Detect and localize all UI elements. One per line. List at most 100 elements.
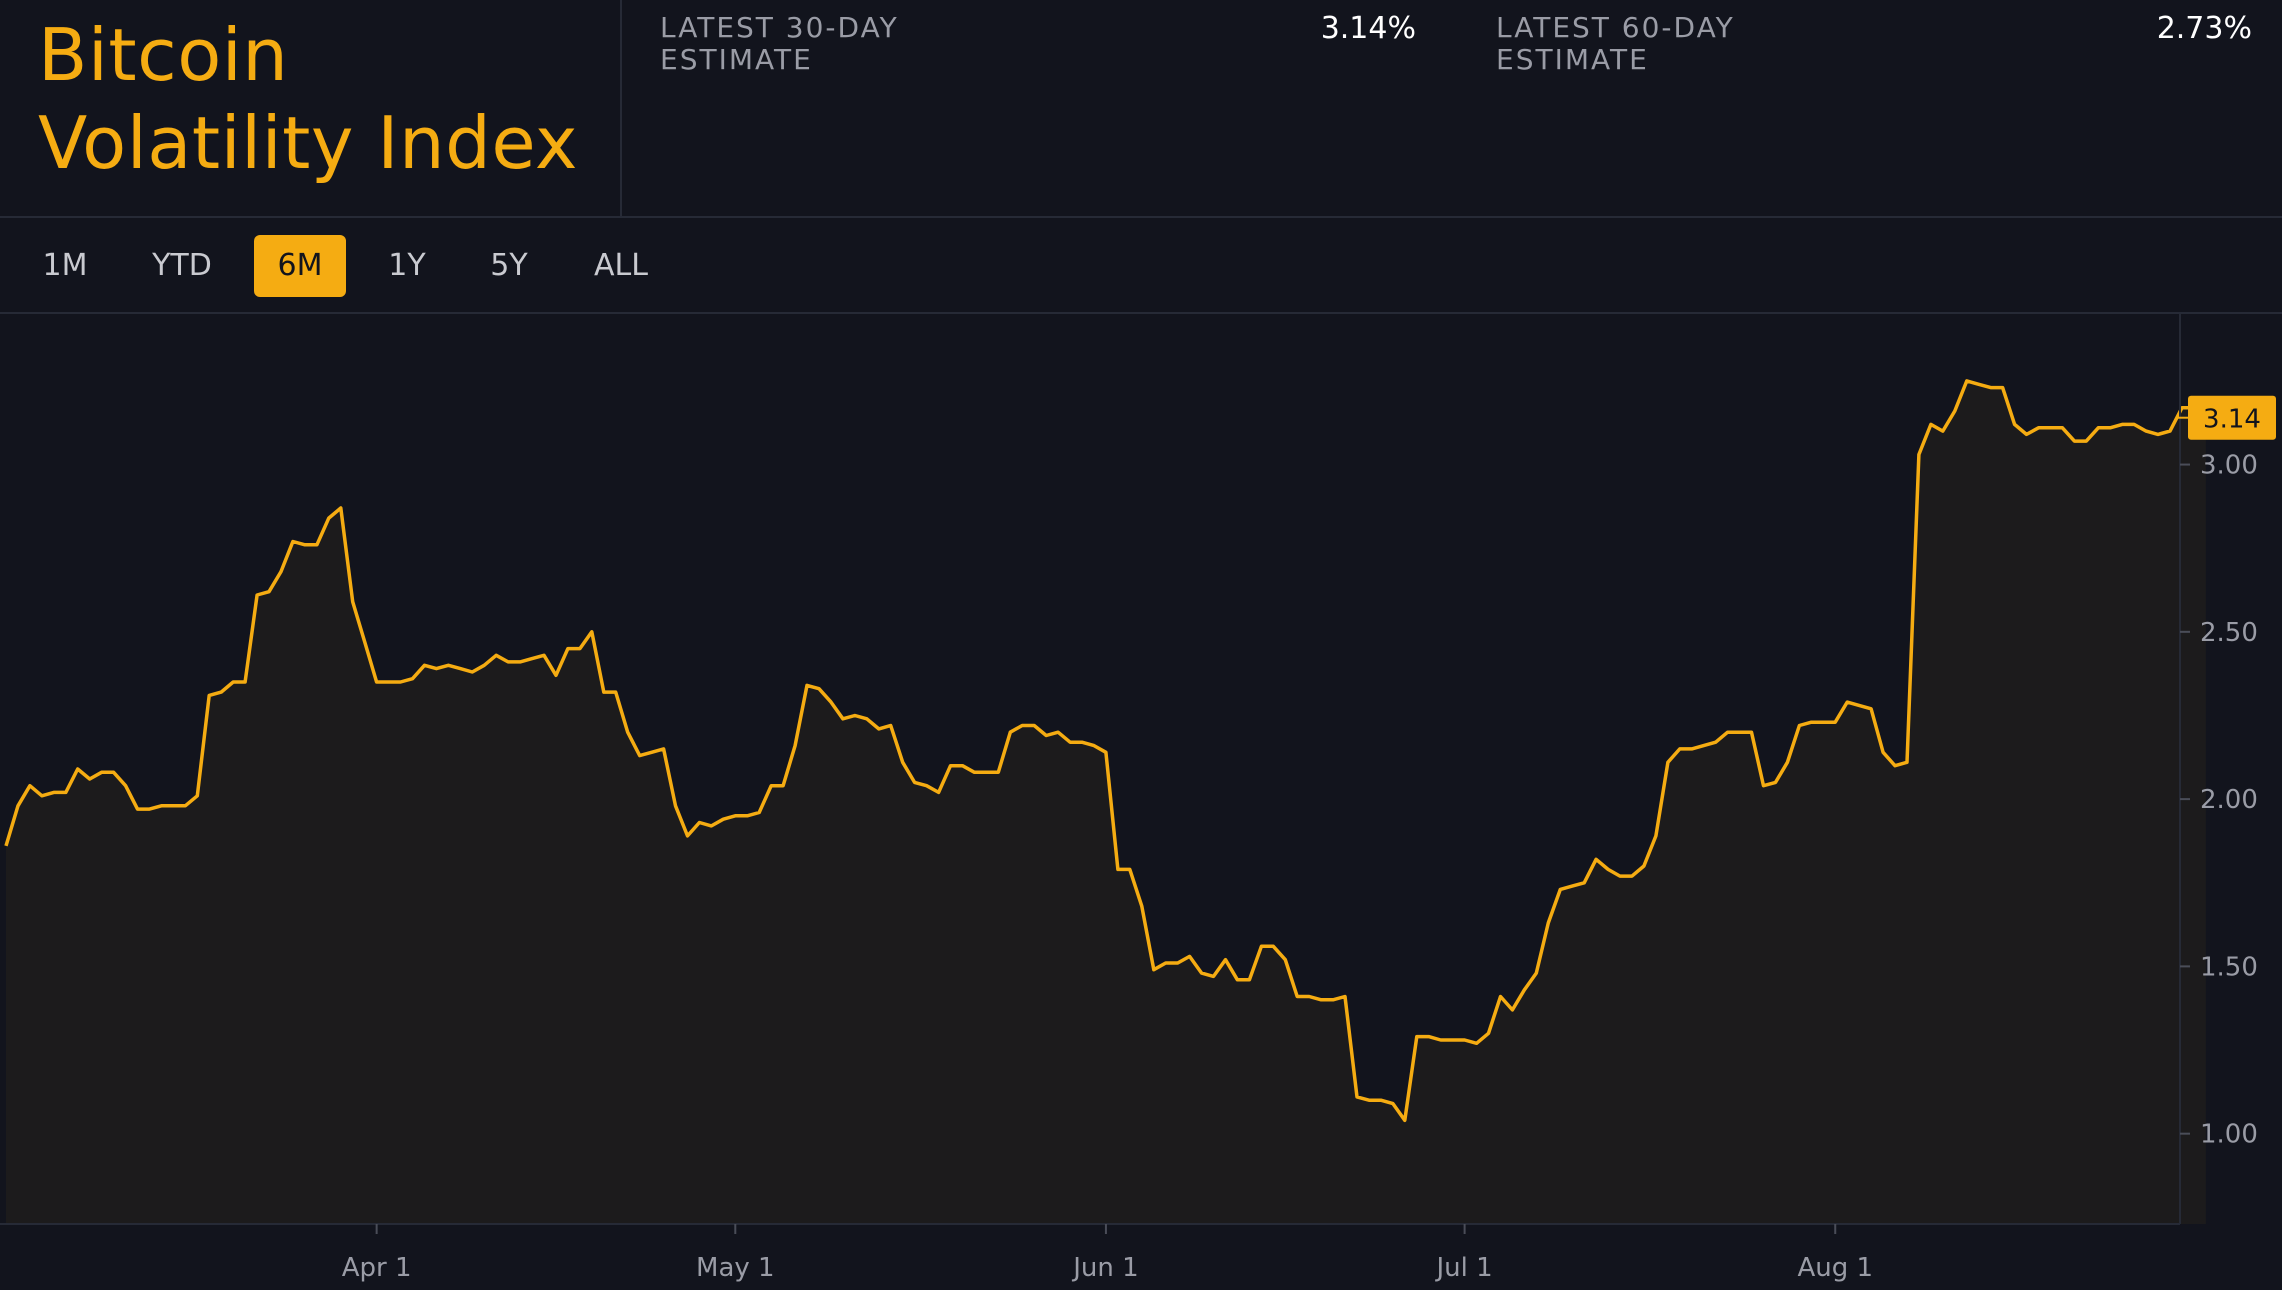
y-tick-label: 2.50 xyxy=(2200,618,2258,648)
data-point xyxy=(2131,421,2137,427)
x-tick-label: Jun 1 xyxy=(1071,1253,1138,1283)
range-button-ytd[interactable]: YTD xyxy=(152,248,212,283)
data-point xyxy=(445,662,451,668)
data-point xyxy=(87,776,93,782)
data-point xyxy=(1916,452,1922,458)
data-point xyxy=(1091,743,1097,749)
data-point xyxy=(1569,883,1575,889)
data-point xyxy=(1103,749,1109,755)
data-point xyxy=(1964,378,1970,384)
data-point xyxy=(1450,1037,1456,1043)
data-point xyxy=(1354,1094,1360,1100)
data-point xyxy=(900,759,906,765)
data-point xyxy=(864,716,870,722)
data-point xyxy=(744,813,750,819)
x-tick-label: Aug 1 xyxy=(1797,1253,1873,1283)
data-point xyxy=(350,599,356,605)
data-point xyxy=(852,713,858,719)
data-point xyxy=(1784,759,1790,765)
data-point xyxy=(2024,431,2030,437)
data-point xyxy=(1868,706,1874,712)
data-point xyxy=(1545,920,1551,926)
data-point xyxy=(1641,863,1647,869)
data-point xyxy=(971,769,977,775)
data-point xyxy=(673,803,679,809)
data-point xyxy=(469,669,475,675)
stat-60-day-label: LATEST 60-DAY ESTIMATE xyxy=(1496,12,1735,76)
data-point xyxy=(696,820,702,826)
series-area xyxy=(6,380,2206,1224)
data-point xyxy=(1007,729,1013,735)
data-point xyxy=(2167,428,2173,434)
data-point xyxy=(625,729,631,735)
data-point xyxy=(1258,943,1264,949)
data-point xyxy=(768,783,774,789)
data-point xyxy=(1067,739,1073,745)
data-point xyxy=(685,833,691,839)
data-point xyxy=(1426,1034,1432,1040)
data-point xyxy=(2083,438,2089,444)
data-point xyxy=(1127,866,1133,872)
header: Bitcoin Volatility Index LATEST 30-DAY E… xyxy=(0,0,2282,218)
y-tick-label: 1.50 xyxy=(2200,952,2258,982)
data-point xyxy=(1234,977,1240,983)
x-tick-label: Apr 1 xyxy=(342,1253,412,1283)
data-point xyxy=(1031,723,1037,729)
data-point xyxy=(75,766,81,772)
data-point xyxy=(1737,729,1743,735)
data-point xyxy=(1175,960,1181,966)
range-button-5y[interactable]: 5Y xyxy=(490,248,528,283)
range-button-1y[interactable]: 1Y xyxy=(388,248,426,283)
x-tick-label: May 1 xyxy=(696,1253,775,1283)
data-point xyxy=(1773,779,1779,785)
data-point xyxy=(816,686,822,692)
range-button-all[interactable]: ALL xyxy=(594,248,648,283)
data-point xyxy=(1892,763,1898,769)
data-point xyxy=(99,769,105,775)
data-point xyxy=(529,656,535,662)
data-point xyxy=(314,542,320,548)
data-point xyxy=(732,813,738,819)
data-point xyxy=(720,816,726,822)
data-point xyxy=(242,679,248,685)
data-point xyxy=(147,806,153,812)
data-point xyxy=(302,542,308,548)
stat-30-day-value: 3.14% xyxy=(1320,11,1416,46)
stat-30-day-label: LATEST 30-DAY ESTIMATE xyxy=(660,12,899,76)
data-point xyxy=(1378,1097,1384,1103)
data-point xyxy=(804,682,810,688)
range-button-1m[interactable]: 1M xyxy=(42,248,88,283)
data-point xyxy=(1246,977,1252,983)
data-point xyxy=(27,783,33,789)
stat-60-day-label-line2: ESTIMATE xyxy=(1496,43,1649,76)
data-point xyxy=(1282,957,1288,963)
data-point xyxy=(15,803,21,809)
data-point xyxy=(2047,425,2053,431)
data-point xyxy=(649,749,655,755)
data-point xyxy=(2119,421,2125,427)
data-point xyxy=(1521,987,1527,993)
data-point xyxy=(1115,866,1121,872)
stat-30-day-label-line2: ESTIMATE xyxy=(660,43,813,76)
axis-layer: 1.00 1.50 2.00 2.50 3.00 Apr 1 May 1 Jun 1 Jul 1… xyxy=(0,314,2276,1283)
data-point xyxy=(912,779,918,785)
volatility-chart[interactable]: 1.00 1.50 2.00 2.50 3.00 Apr 1 May 1 Jun 1 Jul 1… xyxy=(0,314,2282,1290)
y-tick-label: 1.00 xyxy=(2200,1120,2258,1150)
x-tick-label: Jul 1 xyxy=(1435,1253,1493,1283)
data-point xyxy=(553,672,559,678)
data-point xyxy=(601,689,607,695)
data-point xyxy=(135,806,141,812)
data-point xyxy=(1820,719,1826,725)
stat-30-day-label-line1: LATEST 30-DAY xyxy=(660,11,899,44)
plot-layer xyxy=(4,378,2208,1224)
data-point xyxy=(1318,997,1324,1003)
data-point xyxy=(1605,866,1611,872)
data-point xyxy=(230,679,236,685)
data-point xyxy=(1390,1101,1396,1107)
range-button-6m[interactable]: 6M xyxy=(254,235,346,297)
data-point xyxy=(481,662,487,668)
data-point xyxy=(1988,385,1994,391)
data-point xyxy=(326,515,332,521)
data-point xyxy=(1689,746,1695,752)
data-point xyxy=(410,676,416,682)
